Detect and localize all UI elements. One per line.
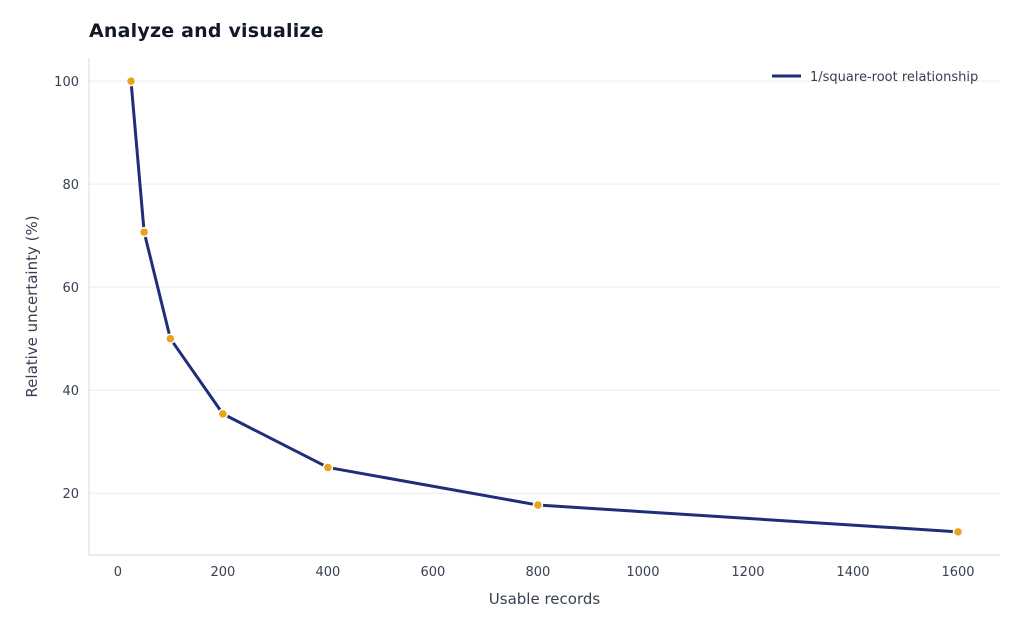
legend: 1/square-root relationship	[772, 70, 978, 85]
x-tick-label-1400: 1400	[836, 565, 869, 580]
data-point-0-6	[952, 526, 964, 538]
y-tick-label-80: 80	[62, 178, 79, 193]
x-tick-label-600: 600	[421, 565, 446, 580]
x-tick-label-200: 200	[210, 565, 235, 580]
x-tick-label-0: 0	[114, 565, 122, 580]
data-point-0-4	[322, 462, 334, 473]
x-axis-label: Usable records	[489, 590, 601, 608]
y-tick-label-60: 60	[62, 281, 79, 296]
axes	[88, 58, 1000, 556]
data-point-0-1	[138, 226, 150, 238]
x-tick-label-1200: 1200	[731, 565, 764, 580]
legend-label: 1/square-root relationship	[810, 70, 978, 85]
x-tick-label-1000: 1000	[626, 565, 659, 580]
y-tick-label-20: 20	[62, 487, 79, 502]
data-point-0-3	[217, 408, 229, 420]
y-axis-label: Relative uncertainty (%)	[23, 215, 41, 397]
y-tick-label-100: 100	[54, 75, 79, 90]
grid-lines	[89, 80, 1000, 494]
series-line-0	[129, 79, 960, 534]
chart-title: Analyze and visualize	[89, 20, 324, 42]
data-point-0-2	[165, 333, 176, 344]
y-tick-label-40: 40	[62, 384, 79, 399]
data-point-0-5	[532, 499, 544, 511]
x-tick-label-800: 800	[526, 565, 551, 580]
data-point-0-0	[125, 75, 137, 87]
series	[125, 75, 964, 538]
x-tick-label-1600: 1600	[941, 565, 974, 580]
tick-labels: 0 200 400 600 800 1000 1200 1400 1600 20 40 60 80 100	[54, 75, 974, 580]
x-tick-label-400: 400	[315, 565, 340, 580]
